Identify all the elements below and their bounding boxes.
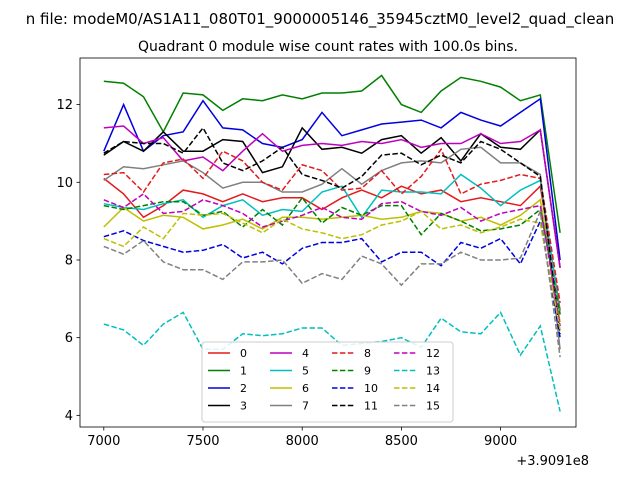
series-line-12 [103,192,561,327]
series-line-11 [103,126,561,334]
y-tick-label: 4 [65,409,73,424]
legend-label-5: 5 [302,365,309,378]
legend-label-1: 1 [240,365,247,378]
series-line-7 [103,146,561,350]
y-tick-label: 12 [56,98,73,113]
legend-label-10: 10 [364,382,378,395]
legend-label-15: 15 [426,400,440,413]
y-tick-label: 6 [65,331,73,346]
series-line-5 [103,173,561,315]
x-tick-label: 7500 [186,434,219,449]
legend-label-14: 14 [426,382,440,395]
x-offset-label: +3.9091e8 [516,454,589,469]
legend-label-6: 6 [302,382,309,395]
legend-label-0: 0 [240,347,247,360]
legend-label-2: 2 [240,382,247,395]
y-tick-label: 8 [65,253,73,268]
series-line-6 [103,198,561,323]
y-tick-label: 10 [56,176,73,191]
figure-suptitle: n file: modeM0/AS1A11_080T01_9000005146_… [26,10,615,29]
x-tick-label: 8000 [286,434,319,449]
series-line-1 [103,74,561,233]
legend-label-7: 7 [302,400,309,413]
legend-label-4: 4 [302,347,309,360]
x-tick-label: 7000 [87,434,120,449]
legend-label-3: 3 [240,400,247,413]
x-tick-label: 9000 [484,434,517,449]
series-line-8 [103,147,561,303]
legend-label-13: 13 [426,365,440,378]
legend-frame [201,341,454,423]
series-line-13 [103,311,561,412]
series-line-2 [103,97,561,261]
legend-label-8: 8 [364,347,371,360]
legend-label-12: 12 [426,347,440,360]
series-line-0 [103,177,561,311]
series-line-9 [103,196,561,315]
legend-label-9: 9 [364,365,371,378]
legend-label-11: 11 [364,400,378,413]
series-line-15 [103,208,561,358]
x-tick-label: 8500 [385,434,418,449]
series-line-14 [103,210,561,331]
plot-frame [79,57,577,428]
chart-title: Quadrant 0 module wise count rates with … [138,39,518,55]
series-layer [103,74,561,412]
series-line-10 [103,218,561,338]
series-line-4 [103,125,561,268]
